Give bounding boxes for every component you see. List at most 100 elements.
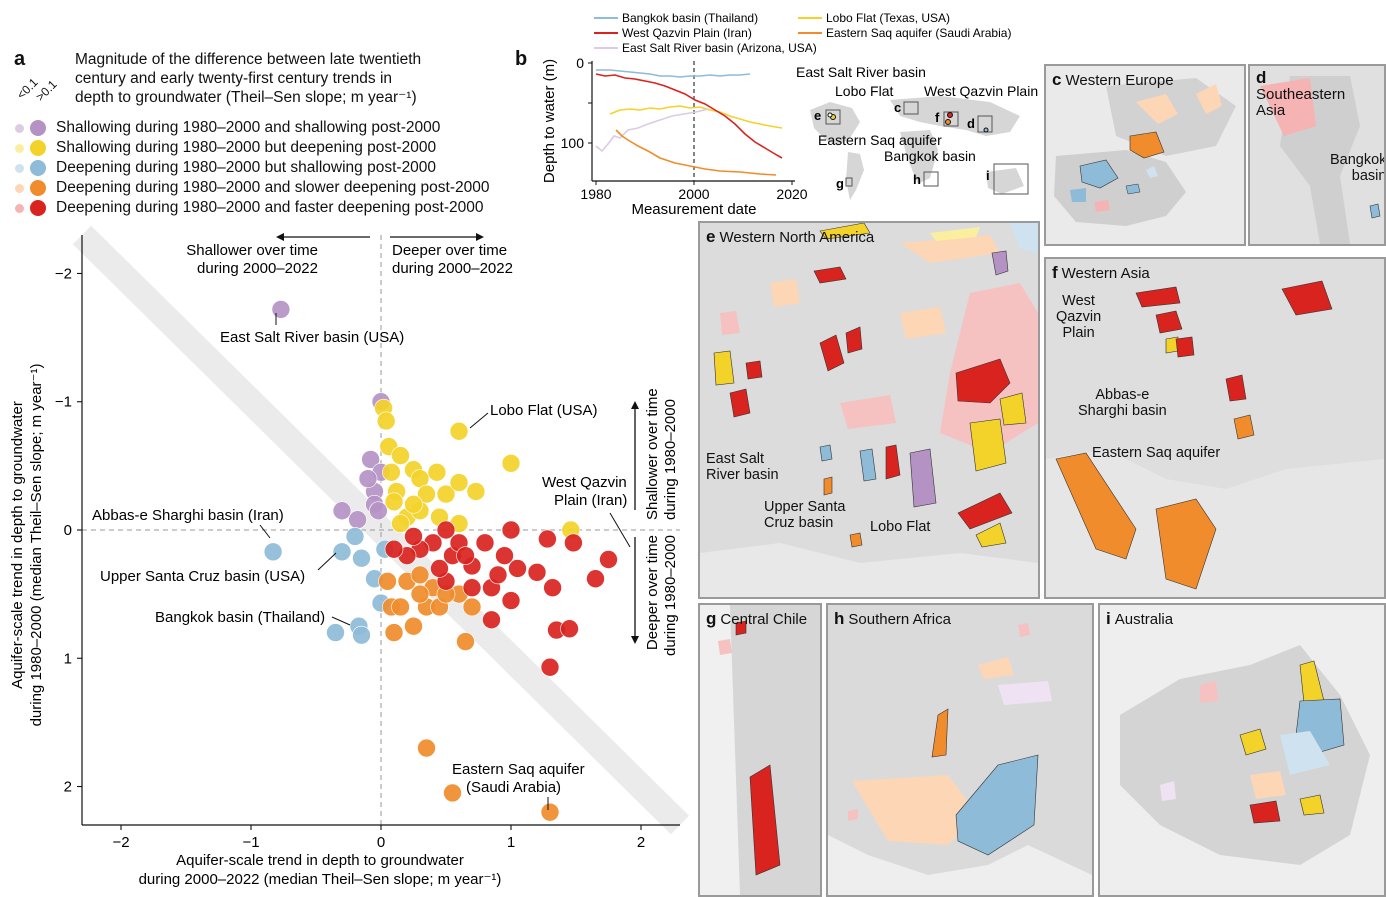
box-label-d: d	[967, 116, 975, 131]
scatter-point	[540, 802, 560, 822]
legend-dot-large	[30, 200, 46, 216]
map-c-letter: c	[1052, 70, 1062, 89]
legend-dot-large	[30, 120, 46, 136]
legend-dot-small	[15, 164, 24, 173]
map-d-shapes	[1250, 66, 1384, 244]
scatter-point	[352, 625, 371, 645]
legend-label: Deepening during 1980–2000 and faster de…	[56, 199, 484, 216]
label-east-salt: East Salt River basin (USA)	[220, 329, 404, 346]
scatter-point	[449, 473, 469, 492]
map-f-qazvin-label: West Qazvin Plain	[1056, 293, 1101, 341]
x-tick-label: −1	[242, 834, 259, 851]
map-e-letter: e	[706, 227, 716, 246]
scatter-point	[404, 527, 423, 546]
scatter-point	[586, 569, 605, 589]
scatter-point	[462, 578, 482, 598]
map-d-bangkok-label: Bangkok basin	[1330, 152, 1386, 184]
scatter-point	[508, 559, 527, 578]
leader-lobo	[469, 412, 489, 429]
panel-a-legend-title: Magnitude of the difference between late…	[75, 50, 555, 107]
map-d-letter: d	[1256, 68, 1267, 87]
legend-dot-large	[30, 180, 46, 196]
x-tick-label: 0	[377, 834, 385, 851]
map-f-abbas-line2: Sharghi basin	[1078, 403, 1167, 419]
map-western-europe: c Western Europe	[1044, 64, 1246, 246]
scatter-point	[564, 533, 583, 553]
legend-label-eastsalt: East Salt River basin (Arizona, USA)	[622, 41, 817, 55]
marker-bangkok	[983, 127, 989, 133]
scatter-point	[404, 495, 423, 514]
scatter-point	[427, 462, 447, 482]
scatter-plot: −2 −2 −1 −1 0 0 1 1 2 2 Aquifer-scale trend in de…	[9, 225, 690, 888]
map-e-uppersanta-line1: Upper Santa	[764, 499, 846, 515]
note-deeper-1980-line1: Deeper over time	[644, 535, 661, 650]
map-g-letter: g	[706, 609, 717, 628]
scatter-point	[436, 520, 456, 540]
x-tick-label: 2	[637, 834, 645, 851]
map-g-shapes	[700, 605, 820, 895]
scatter-point	[599, 550, 618, 569]
worldmap-label-qazvin: West Qazvin Plain	[924, 83, 1038, 99]
scatter-point	[384, 623, 404, 642]
leader-bangkok	[331, 616, 351, 626]
box-f	[943, 111, 959, 127]
map-g-title: g Central Chile	[706, 609, 807, 629]
box-label-h: h	[913, 172, 921, 187]
map-e-title: e Western North America	[706, 227, 874, 247]
series-lobo	[609, 105, 783, 129]
scatter-point	[348, 510, 367, 530]
scatter-point	[361, 450, 380, 469]
map-central-chile: g Central Chile	[698, 603, 822, 897]
map-d-label-line1: Bangkok	[1330, 152, 1386, 168]
scatter-point	[417, 484, 436, 504]
arrow-down	[631, 537, 639, 644]
box-label-f: f	[935, 110, 940, 125]
note-deeper-1980-line2: during 1980–2000	[662, 535, 679, 656]
map-e-eastsalt-line1: East Salt	[706, 451, 765, 467]
series-qazvin	[595, 73, 783, 159]
series-bangkok	[596, 69, 751, 78]
scatter-point	[345, 527, 365, 546]
scatter-point	[352, 548, 371, 568]
arrow-left	[276, 233, 370, 241]
x-tick-label: −2	[112, 834, 129, 851]
map-f-title-text: Western Asia	[1061, 265, 1150, 282]
b-xlabel: Measurement date	[631, 201, 756, 216]
box-g	[845, 177, 853, 187]
legend-dot-large	[30, 160, 46, 176]
scatter-point	[462, 597, 482, 617]
map-e-eastsalt-line2: River basin	[706, 467, 779, 483]
legend-dot-small	[15, 184, 24, 193]
scatter-point	[382, 462, 401, 482]
box-label-g: g	[836, 176, 844, 191]
note-deeper-2000-line1: Deeper over time	[392, 242, 507, 259]
legend-dot-small	[15, 124, 24, 133]
legend-label: Deepening during 1980–2000 and slower de…	[56, 179, 490, 196]
map-e-uppersanta-label: Upper Santa Cruz basin	[764, 499, 845, 531]
map-d-title-line2: Asia	[1256, 102, 1286, 119]
map-southeastern-asia: d Southeastern Asia Bangkok basin	[1248, 64, 1386, 246]
map-e-uppersanta-line2: Cruz basin	[764, 515, 834, 531]
australia-shape	[986, 168, 1024, 194]
legend-label-qazvin: West Qazvin Plain (Iran)	[622, 26, 752, 40]
box-e	[825, 109, 841, 125]
scatter-point	[358, 469, 378, 488]
scatter-point	[538, 529, 557, 549]
leader-upper-santa	[317, 552, 337, 571]
scatter-point	[482, 610, 501, 630]
map-c-title-text: Western Europe	[1065, 72, 1174, 89]
scatter-point	[449, 421, 469, 441]
map-western-north-america: e Western North America East Salt River b…	[698, 221, 1040, 599]
legend-label: Deepening during 1980–2000 but shallowin…	[56, 159, 437, 176]
scatter-point	[410, 565, 430, 585]
y-tick-label: 0	[64, 522, 72, 539]
south-america-shape	[846, 152, 864, 200]
label-upper-santa: Upper Santa Cruz basin (USA)	[100, 568, 305, 585]
marker-qazvin	[947, 112, 953, 118]
scatter-xlabel-line1: Aquifer-scale trend in depth to groundwa…	[176, 852, 464, 869]
legend-dot-small	[15, 204, 24, 213]
scatter-point	[369, 501, 388, 521]
map-i-title-text: Australia	[1114, 611, 1174, 628]
box-i	[993, 163, 1029, 195]
scatter-point	[495, 546, 514, 565]
